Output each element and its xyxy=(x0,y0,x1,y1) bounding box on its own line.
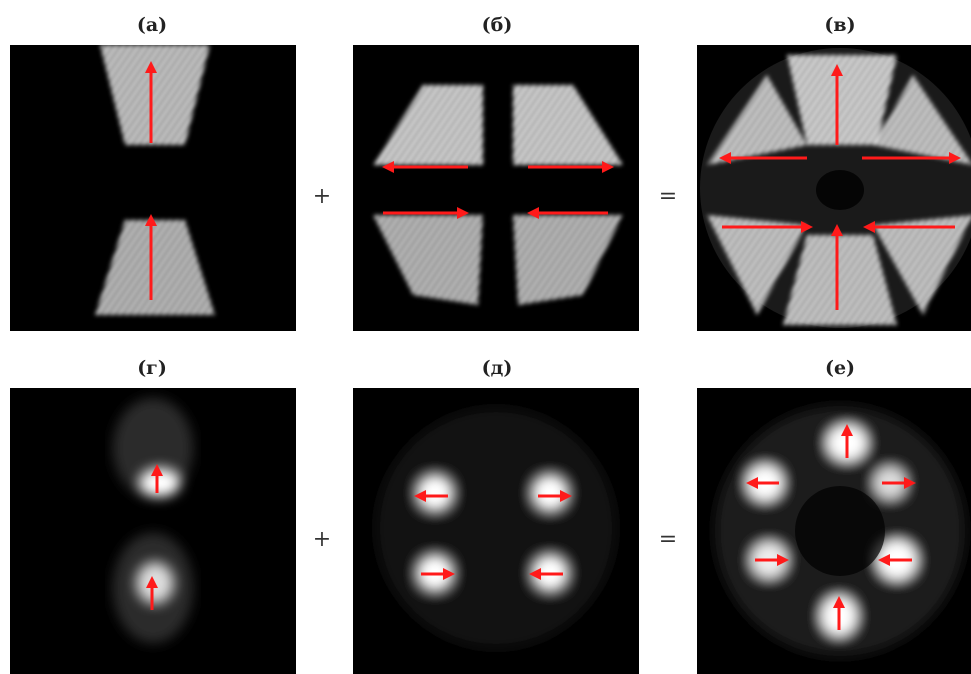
label-b: (б) xyxy=(481,14,513,36)
panel-v xyxy=(697,45,971,331)
label-d: (д) xyxy=(481,357,513,379)
panel-g xyxy=(10,388,296,674)
plus-operator-bottom: + xyxy=(312,527,332,552)
label-v: (в) xyxy=(824,14,856,36)
panel-b xyxy=(353,45,639,331)
plus-operator-top: + xyxy=(312,184,332,209)
label-e: (е) xyxy=(824,357,856,379)
equals-operator-top: = xyxy=(658,184,678,209)
equals-operator-bottom: = xyxy=(658,527,678,552)
panel-e xyxy=(697,388,971,674)
label-g: (г) xyxy=(137,357,167,379)
label-a: (а) xyxy=(136,14,168,36)
panel-a xyxy=(10,45,296,331)
panel-d xyxy=(353,388,639,674)
